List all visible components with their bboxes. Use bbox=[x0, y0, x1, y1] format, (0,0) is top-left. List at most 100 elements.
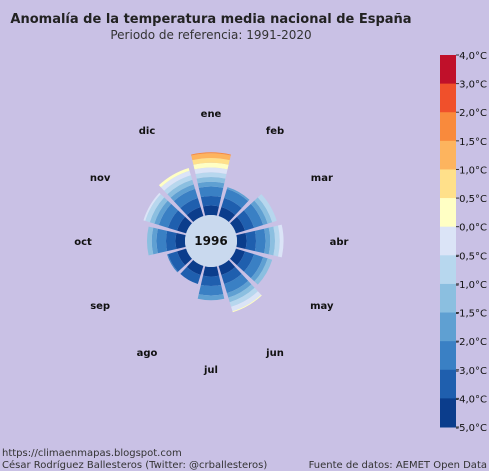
month-wedge-abr bbox=[236, 224, 284, 258]
wedge-band-feb-3 bbox=[226, 187, 250, 202]
wedge-band-mar-1 bbox=[236, 210, 255, 231]
wedge-band-dic-2 bbox=[173, 188, 198, 209]
legend-tick-label-1: 3,0°C bbox=[459, 80, 487, 91]
legend-swatch-8 bbox=[440, 283, 456, 314]
wedge-band-ene-9 bbox=[191, 153, 231, 161]
legend-swatch-5 bbox=[440, 198, 456, 228]
wedge-band-jul-2 bbox=[198, 284, 224, 296]
month-label-feb: feb bbox=[266, 126, 284, 137]
center-disc bbox=[185, 215, 237, 267]
wedge-band-mar-0 bbox=[230, 216, 245, 234]
legend-swatch-10 bbox=[440, 341, 456, 371]
wedge-band-feb-2 bbox=[224, 188, 249, 209]
legend-tick-label-6: 0,0°C bbox=[459, 223, 487, 234]
wedge-band-ene-6 bbox=[194, 167, 228, 175]
wedge-band-dic-0 bbox=[186, 207, 204, 222]
wedge-band-may-4 bbox=[254, 258, 273, 285]
month-label-dic: dic bbox=[139, 126, 156, 137]
month-label-ago: ago bbox=[137, 348, 158, 359]
legend-tick-label-7: -0,5°C bbox=[456, 251, 488, 262]
wedge-band-may-1 bbox=[236, 251, 255, 272]
wedge-band-mar-3 bbox=[250, 200, 268, 226]
month-label-sep: sep bbox=[90, 301, 110, 312]
month-label-jul: jul bbox=[203, 365, 218, 376]
wedge-band-mar-2 bbox=[243, 203, 264, 228]
month-label-may: may bbox=[310, 301, 334, 312]
wedge-band-ene-2 bbox=[198, 186, 224, 198]
chart-title: Anomalía de la temperatura media naciona… bbox=[10, 12, 411, 27]
wedge-band-ago-1 bbox=[180, 266, 201, 285]
legend-swatch-2 bbox=[440, 112, 456, 142]
wedge-band-feb-1 bbox=[221, 197, 242, 216]
chart-subtitle: Periodo de referencia: 1991-2020 bbox=[110, 28, 311, 42]
legend-swatch-12 bbox=[440, 398, 456, 428]
wedge-band-abr-0 bbox=[236, 233, 247, 249]
wedge-band-dic-5 bbox=[164, 175, 193, 195]
legend-tick-label-13: -5,0°C bbox=[456, 423, 488, 434]
wedge-band-dic-3 bbox=[170, 184, 196, 202]
wedge-band-dic-4 bbox=[167, 179, 194, 198]
wedge-band-may-2 bbox=[243, 254, 264, 279]
wedge-band-feb-0 bbox=[218, 207, 236, 222]
wedge-band-jul-3 bbox=[197, 294, 225, 301]
month-wedge-jul bbox=[197, 266, 225, 301]
wedge-band-may-3 bbox=[250, 256, 268, 282]
month-label-ene: ene bbox=[201, 109, 222, 120]
wedge-band-may-0 bbox=[230, 248, 245, 266]
legend-swatch-7 bbox=[440, 255, 456, 285]
month-wedge-feb bbox=[218, 187, 250, 222]
month-wedge-may bbox=[230, 248, 273, 285]
color-legend: 4,0°C 3,0°C 2,0°C 1,5°C 1,0°C 0,5°C 0,0°C -0,5°… bbox=[440, 51, 487, 434]
legend-tick-label-11: -3,0°C bbox=[456, 366, 488, 377]
wedge-band-ene-3 bbox=[197, 181, 225, 188]
month-wedge-nov bbox=[143, 192, 192, 234]
wedge-band-ene-1 bbox=[200, 196, 222, 207]
wedge-band-mar-5 bbox=[257, 194, 277, 223]
legend-tick-label-5: 0,5°C bbox=[459, 194, 487, 205]
month-label-abr: abr bbox=[330, 237, 349, 248]
month-wedge-dic bbox=[158, 167, 204, 222]
legend-swatch-3 bbox=[440, 140, 456, 170]
legend-tick-label-2: 2,0°C bbox=[459, 108, 487, 119]
radial-wedges bbox=[143, 152, 284, 313]
month-wedge-ago bbox=[180, 260, 204, 285]
month-label-mar: mar bbox=[311, 173, 333, 184]
wedge-band-sep-0 bbox=[177, 248, 192, 266]
wedge-band-jun-3 bbox=[226, 280, 252, 298]
month-wedge-jun bbox=[218, 260, 262, 313]
wedge-band-ene-7 bbox=[193, 162, 229, 170]
wedge-band-nov-5 bbox=[145, 194, 165, 223]
wedge-band-jun-1 bbox=[221, 266, 242, 285]
wedge-band-nov-1 bbox=[167, 210, 186, 231]
wedge-band-abr-1 bbox=[245, 230, 256, 252]
legend-tick-label-4: 1,0°C bbox=[459, 165, 487, 176]
wedge-band-nov-4 bbox=[149, 197, 168, 224]
wedge-band-ene-0 bbox=[203, 205, 219, 216]
blog-url: https://climaenmapas.blogspot.com bbox=[2, 448, 182, 459]
wedge-band-nov-2 bbox=[158, 203, 179, 228]
wedge-band-jun-5 bbox=[229, 287, 258, 307]
wedge-band-nov-6 bbox=[143, 192, 161, 221]
wedge-band-ene-10 bbox=[191, 152, 231, 156]
wedge-band-oct-1 bbox=[166, 230, 177, 252]
wedge-band-jun-4 bbox=[228, 284, 255, 303]
wedge-band-nov-3 bbox=[154, 200, 172, 226]
wedge-band-sep-2 bbox=[167, 254, 179, 273]
wedge-band-oct-4 bbox=[147, 226, 154, 256]
month-wedge-sep bbox=[167, 248, 192, 273]
legend-tick-label-3: 1,5°C bbox=[459, 137, 487, 148]
legend-swatch-9 bbox=[440, 312, 456, 342]
legend-tick-label-0: 4,0°C bbox=[459, 51, 487, 62]
month-label-oct: oct bbox=[74, 237, 92, 248]
wedge-band-ene-4 bbox=[196, 177, 226, 184]
wedge-band-dic-1 bbox=[180, 197, 201, 216]
wedge-band-nov-0 bbox=[177, 216, 192, 234]
wedge-band-ene-5 bbox=[195, 172, 227, 179]
legend-swatch-11 bbox=[440, 369, 456, 399]
wedge-band-abr-5 bbox=[273, 225, 280, 257]
wedge-band-abr-4 bbox=[268, 226, 275, 256]
month-wedge-ene bbox=[191, 152, 231, 216]
month-wedge-mar bbox=[230, 194, 277, 234]
month-label-nov: nov bbox=[90, 173, 111, 184]
author-credit: César Rodríguez Ballesteros (Twitter: @c… bbox=[2, 459, 267, 471]
